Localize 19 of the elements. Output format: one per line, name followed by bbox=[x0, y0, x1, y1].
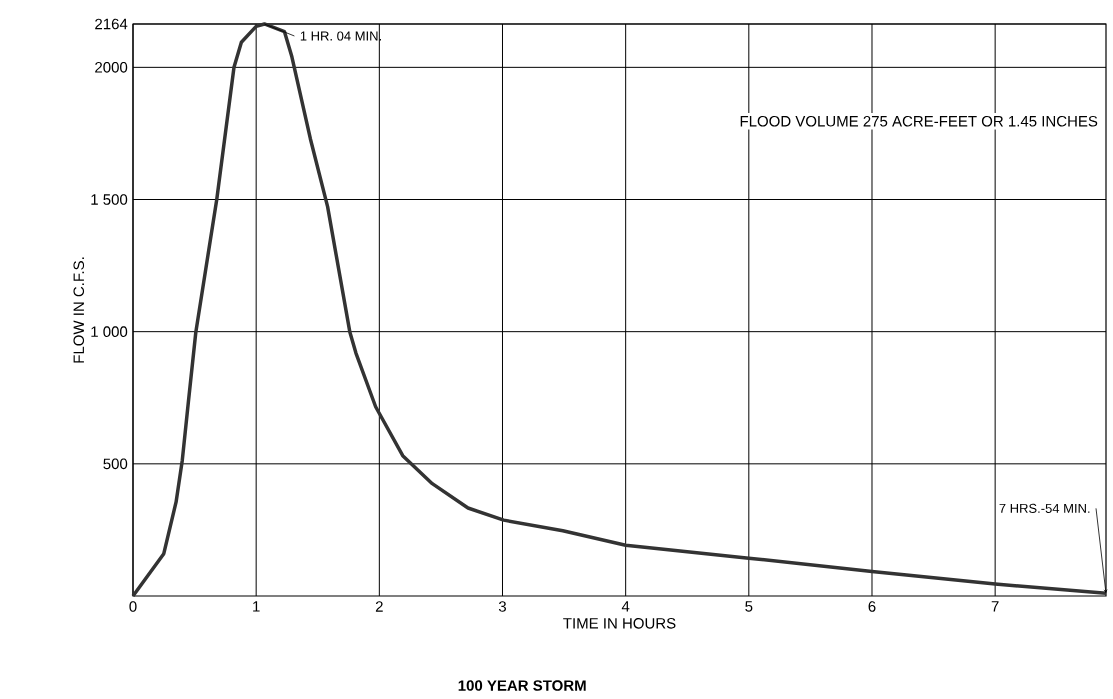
y-tick-label: 2164 bbox=[95, 18, 128, 30]
annotation: FLOOD VOLUME 275 ACRE-FEET OR 1.45 INCHES bbox=[740, 115, 1098, 127]
text: 100 YEAR STORM bbox=[458, 680, 586, 691]
x-tick-label: 2 bbox=[375, 601, 383, 612]
x-tick-label: 5 bbox=[745, 601, 753, 612]
x-tick-label: 4 bbox=[621, 601, 630, 612]
y-tick-label: 2000 bbox=[95, 62, 128, 73]
x-tick-label: 1 bbox=[253, 601, 260, 612]
x-axis-title: TIME IN HOURS bbox=[563, 618, 676, 629]
x-tick-label: 6 bbox=[868, 601, 876, 612]
y-tick-label: 1 500 bbox=[91, 194, 128, 205]
y-tick-label: 500 bbox=[103, 458, 128, 470]
x-tick-label: 0 bbox=[129, 601, 137, 612]
x-tick-label: 7 bbox=[991, 601, 999, 612]
annotation: 7 HRS.-54 MIN. bbox=[999, 503, 1090, 513]
line-series bbox=[131, 22, 1108, 598]
x-tick-label: 3 bbox=[498, 601, 507, 612]
y-axis-title: FLOW IN C.F.S. bbox=[73, 257, 85, 363]
y-tick-label: 1 000 bbox=[91, 326, 128, 337]
